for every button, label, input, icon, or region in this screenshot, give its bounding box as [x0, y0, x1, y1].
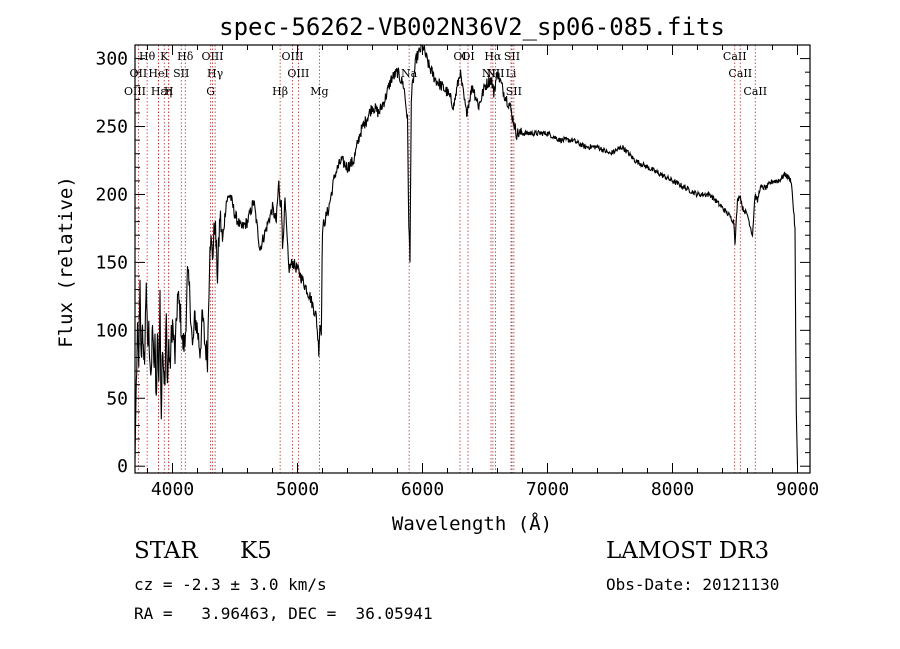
plot-frame: [134, 44, 811, 474]
line-label: H: [164, 85, 174, 98]
line-label: SII: [504, 50, 520, 63]
line-label: Mg: [310, 85, 328, 98]
line-label: Hθ: [139, 50, 156, 63]
object-subclass: K5: [240, 538, 272, 564]
y-tick-label: 50: [106, 388, 128, 409]
line-label: OIII: [281, 50, 303, 63]
line-label: OI: [461, 50, 474, 63]
y-tick-label: 300: [95, 49, 128, 70]
line-label: Hγ: [207, 67, 224, 80]
y-tick-label: 100: [95, 320, 128, 341]
line-label: η: [165, 85, 172, 98]
obs-date: Obs-Date: 20121130: [606, 575, 780, 594]
line-label: Hδ: [177, 50, 194, 63]
x-tick-label: 8000: [651, 479, 694, 500]
line-label: OII: [130, 67, 148, 80]
y-tick-label: 200: [95, 184, 128, 205]
x-tick-label: 5000: [276, 479, 319, 500]
x-tick-label: 6000: [401, 479, 444, 500]
survey-name: LAMOST DR3: [606, 538, 770, 564]
line-label: OIII: [201, 50, 223, 63]
x-tick-label: 4000: [151, 479, 194, 500]
line-label: CaII: [723, 50, 747, 63]
line-label: Hε: [151, 85, 167, 98]
redshift-value: cz = -2.3 ± 3.0 km/s: [134, 575, 327, 594]
line-label: NII: [486, 67, 504, 80]
line-label: NII: [482, 67, 500, 80]
x-tick-label: 7000: [526, 479, 569, 500]
x-tick-label: 9000: [776, 479, 819, 500]
line-label: HeI: [148, 67, 168, 80]
y-tick-label: 250: [95, 117, 128, 138]
line-label: CaII: [728, 67, 752, 80]
y-tick-label: 150: [95, 252, 128, 273]
line-label: OIII: [287, 67, 309, 80]
line-label: Hα: [484, 50, 502, 63]
line-label: SII: [506, 85, 522, 98]
spectrum-line: [134, 43, 799, 467]
line-label: K: [160, 50, 169, 63]
coordinates: RA = 3.96463, DEC = 36.05941: [134, 604, 433, 623]
line-label: OI: [453, 50, 466, 63]
y-axis-label: Flux (relative): [55, 176, 77, 348]
x-axis-ticks: 4000 5000 6000 7000 8000 9000: [147, 45, 819, 500]
y-tick-label: 0: [117, 456, 128, 477]
emission-line-markers: [134, 45, 756, 473]
line-label: Li: [506, 67, 517, 80]
x-axis-label: Wavelength (Å): [392, 512, 552, 535]
line-label: Hβ: [272, 85, 288, 98]
line-label: SII: [173, 67, 189, 80]
line-label: CaII: [743, 85, 767, 98]
line-label: G: [206, 85, 215, 98]
y-axis-ticks: 0 50 100 150 200 250 300: [95, 49, 810, 477]
chart-title: spec-56262-VB002N36V2_sp06-085.fits: [219, 13, 725, 41]
object-class: STAR: [134, 538, 198, 564]
